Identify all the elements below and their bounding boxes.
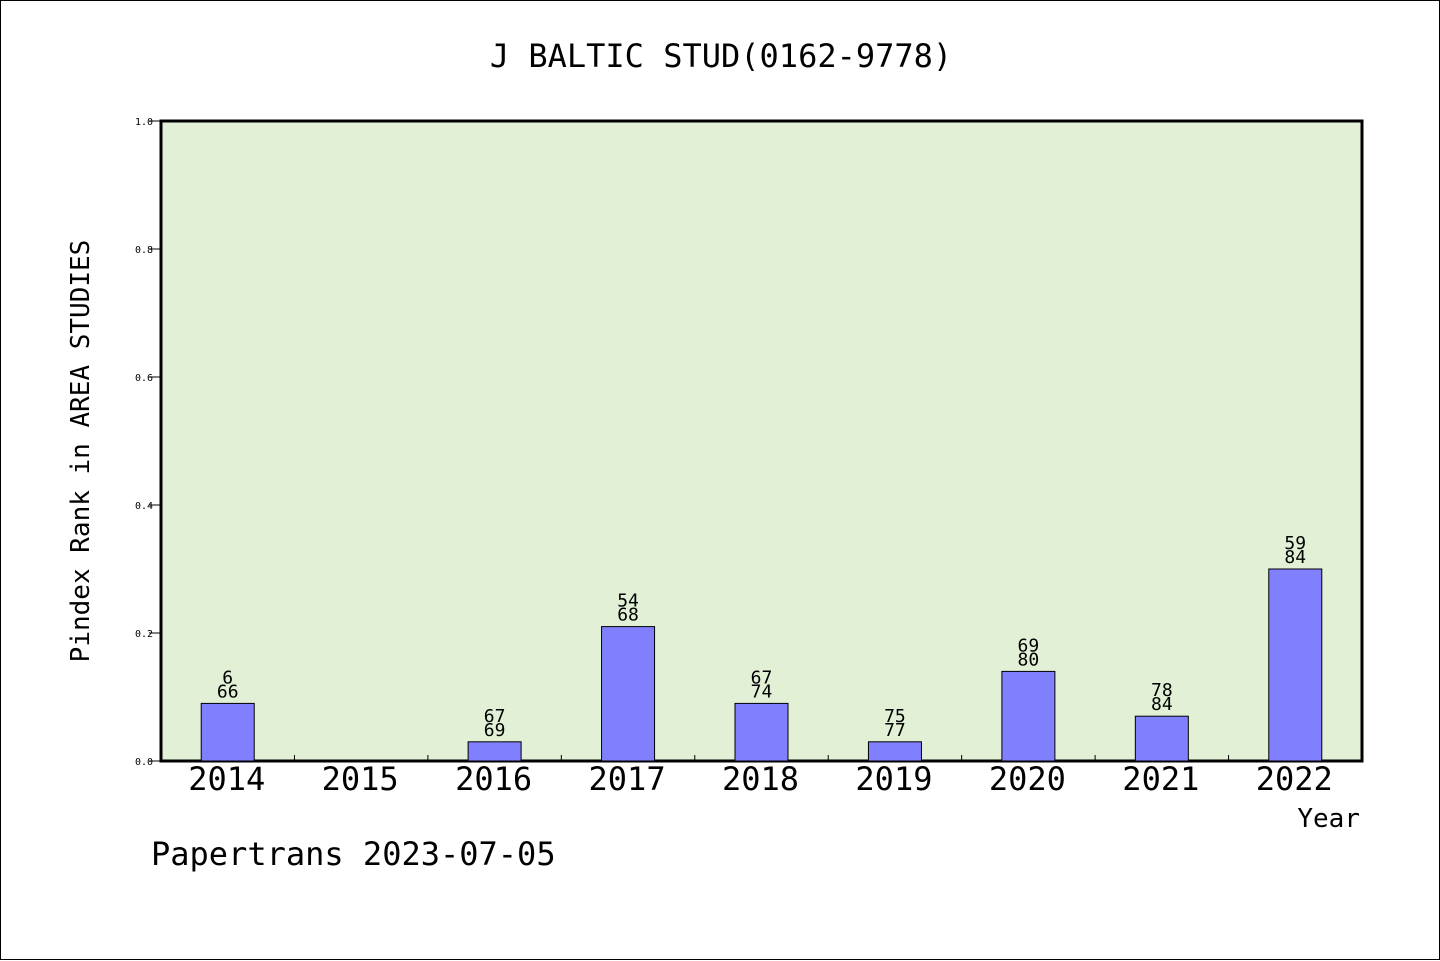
bar <box>1268 568 1323 762</box>
y-tick-label: 1.0 <box>135 117 153 128</box>
x-tick-label: 2022 <box>1256 760 1333 798</box>
bar-label-total: 74 <box>751 681 773 702</box>
bar-label-total: 84 <box>1284 547 1306 568</box>
y-tick-label: 0.0 <box>135 757 153 768</box>
bar-label-rank: 54 <box>617 591 639 612</box>
bar-label-total: 84 <box>1151 694 1173 715</box>
bar <box>734 702 789 762</box>
y-axis-label: Pindex Rank in AREA STUDIES <box>66 240 96 663</box>
bar-label-total: 66 <box>217 681 239 702</box>
bar <box>1001 670 1056 762</box>
bar <box>467 741 522 762</box>
bar-label-total: 80 <box>1018 649 1040 670</box>
bar-series <box>200 568 1323 762</box>
bar <box>200 702 255 762</box>
x-tick-label: 2017 <box>589 760 666 798</box>
bar-label-rank: 67 <box>484 706 506 727</box>
x-tick-label: 2018 <box>722 760 799 798</box>
bar-label-total: 69 <box>484 720 506 741</box>
x-axis-label: Year <box>1297 804 1360 834</box>
x-tick-label: 2020 <box>989 760 1066 798</box>
bar <box>867 741 922 762</box>
y-tick-label: 0.6 <box>135 373 153 384</box>
source-footer: Papertrans 2023-07-05 <box>151 835 556 873</box>
y-axis: 0.0 0.2 0.4 0.6 0.8 1.0 <box>135 117 161 768</box>
x-axis: 2014 2015 2016 2017 2018 2019 2020 2021 2022 <box>188 755 1333 798</box>
bar-label-total: 77 <box>884 720 906 741</box>
x-tick-label: 2015 <box>322 760 399 798</box>
bar-label-rank: 78 <box>1151 680 1173 701</box>
x-tick-label: 2016 <box>455 760 532 798</box>
plot-area <box>159 119 1364 763</box>
y-tick-label: 0.2 <box>135 629 153 640</box>
y-tick-label: 0.8 <box>135 245 153 256</box>
y-tick-label: 0.4 <box>135 501 153 512</box>
x-tick-label: 2021 <box>1122 760 1199 798</box>
chart-title: J BALTIC STUD(0162-9778) <box>490 37 952 75</box>
bar <box>1134 715 1189 762</box>
bar <box>601 626 656 762</box>
bar-label-total: 68 <box>617 605 639 626</box>
x-tick-label: 2019 <box>855 760 932 798</box>
x-tick-label: 2014 <box>188 760 265 798</box>
bar-label-rank: 75 <box>884 706 906 727</box>
bar-label-rank: 6 <box>222 667 233 688</box>
bar-label-rank: 69 <box>1018 635 1040 656</box>
bar-label-rank: 59 <box>1284 533 1306 554</box>
bar-label-rank: 67 <box>751 667 773 688</box>
